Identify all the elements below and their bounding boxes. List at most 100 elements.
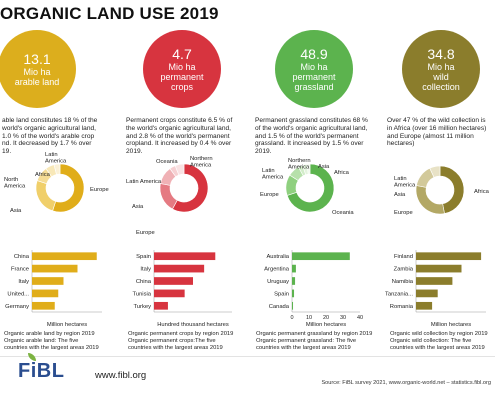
caption-line: Organic wild collection: The five	[390, 337, 472, 344]
bar	[292, 252, 350, 261]
x-axis-label: Million hectares	[306, 322, 346, 328]
circle-unit: Mio ha	[23, 67, 51, 77]
circle-label: wild	[433, 72, 449, 82]
circle-value: 48.9	[300, 46, 328, 62]
bar	[292, 301, 294, 310]
desc-line: Over 47 % of the wild collection is	[387, 117, 486, 124]
pie-label: Africa	[35, 172, 51, 178]
caption-line: countries with the largest areas 2019	[4, 344, 99, 351]
pie-slice	[159, 183, 178, 210]
desc-line: hectares)	[387, 140, 415, 148]
x-axis-label: Million hectares	[431, 322, 471, 328]
bar	[292, 289, 295, 298]
caption-line: Organic permanent crops by region 2019	[128, 331, 234, 337]
circle-label: arable land	[14, 77, 60, 87]
desc-line: of the world's organic agricultural land…	[255, 124, 368, 132]
pie-label: Latin	[262, 168, 275, 174]
caption-line: countries with the largest areas 2019	[390, 344, 485, 351]
pie-label: Europe	[394, 210, 413, 216]
pie-label: Europe	[136, 230, 155, 236]
bar-category-label: Zambia	[394, 267, 414, 273]
pie-slice	[439, 165, 465, 214]
caption-line: Organic arable land: The five	[4, 337, 79, 344]
bar	[154, 252, 216, 261]
x-tick-label: 30	[340, 315, 346, 321]
desc-line: and 2.8 % of the world's permanent	[126, 132, 230, 140]
bar-category-label: Australia	[266, 254, 289, 260]
desc-line: Permanent grassland constitutes 68 %	[255, 117, 368, 124]
desc-line: 2019.	[255, 148, 272, 156]
circle-unit: Mio ha	[168, 62, 196, 72]
website-link[interactable]: www.fibl.org	[95, 370, 147, 381]
arable-description: able land constitutes 18 % of the world'…	[2, 117, 112, 156]
bar-category-label: Germany	[5, 304, 29, 310]
pie-slice	[174, 163, 185, 176]
bar	[32, 264, 78, 273]
bar-category-label: Romania	[390, 304, 414, 310]
pie-slice	[306, 163, 311, 175]
pie-label: Europe	[90, 187, 109, 193]
pie-slice	[286, 163, 335, 213]
caption-line: countries with the largest areas 2019	[256, 344, 351, 351]
pie-label: Northern	[190, 156, 213, 162]
pie-label: Africa	[334, 170, 350, 176]
bar-category-label: Spain	[274, 291, 289, 297]
footer-divider	[0, 356, 495, 357]
bar-category-label: Namibia	[392, 279, 414, 285]
desc-line: and Europe (almost 11 million	[387, 132, 474, 140]
x-tick-label: 20	[323, 315, 329, 321]
pie-label: Asia	[394, 192, 406, 198]
wild-collection-circle: 34.8 Mio ha wild collection	[402, 30, 480, 108]
bar-category-label: Tunisia	[133, 291, 152, 297]
pie-label: Oceania	[332, 210, 354, 216]
bar	[154, 264, 205, 273]
bar	[32, 301, 55, 310]
x-axis-label: Million hectares	[47, 322, 87, 328]
bar	[32, 252, 97, 261]
circle-label: permanent	[160, 72, 204, 82]
grassland-caption: Organic permanent grassland by region 20…	[256, 331, 376, 351]
x-tick-label: 40	[357, 315, 363, 321]
crops-description: Permanent crops constitute 6.5 % of the …	[126, 117, 244, 156]
pie-label: Europe	[260, 192, 279, 198]
pie-label: America	[190, 163, 212, 169]
bar-category-label: Argentina	[264, 267, 290, 273]
desc-line: the world's organic agricultural land,	[126, 124, 231, 132]
wild-description: Over 47 % of the wild collection is in A…	[387, 117, 495, 148]
source-note: Source: FiBL survey 2021, www.organic-wo…	[321, 380, 491, 386]
circle-label: permanent	[292, 72, 336, 82]
pie-slice	[53, 163, 61, 175]
fibl-logo: FiBL	[18, 353, 65, 383]
bar	[416, 252, 482, 261]
bar	[154, 289, 185, 298]
desc-line: and 1.5 % of the world's permanent	[255, 132, 359, 140]
x-tick-label: 10	[306, 315, 312, 321]
desc-line: Permanent crops constitute 6.5 % of	[126, 117, 233, 124]
circle-label-2: grassland	[294, 82, 334, 92]
page-title: ORGANIC LAND USE 2019	[0, 4, 219, 23]
crops-charts: Europe Asia Latin America Oceania NorthernAm…	[126, 156, 232, 328]
circle-label-2: crops	[170, 82, 193, 92]
pie-label: Africa	[474, 189, 490, 195]
caption-line: Organic permanent grassland: The five	[256, 337, 357, 344]
logo-text: FiBL	[18, 360, 65, 382]
bar	[32, 277, 64, 285]
bar	[292, 264, 296, 273]
circle-value: 13.1	[23, 51, 51, 67]
bar	[154, 277, 193, 285]
desc-line: in Africa (over 16 million hectares)	[387, 124, 487, 132]
leaf-icon	[28, 353, 36, 361]
pie-label: Latin America	[126, 179, 162, 185]
circle-label-2: collection	[422, 82, 460, 92]
bar-category-label: Finland	[394, 254, 413, 260]
pie-label: Latin	[394, 176, 407, 182]
bar	[154, 301, 168, 310]
desc-line: nd. It decreased by 1.7 % over	[2, 140, 92, 148]
desc-line: 19.	[2, 148, 12, 156]
pie-label: Latin	[45, 152, 58, 158]
bar-category-label: Spain	[136, 254, 151, 260]
pie-label: Northern	[288, 158, 311, 164]
pie-label: Asia	[318, 164, 330, 170]
caption-line: Organic arable land by region 2019	[4, 331, 95, 337]
